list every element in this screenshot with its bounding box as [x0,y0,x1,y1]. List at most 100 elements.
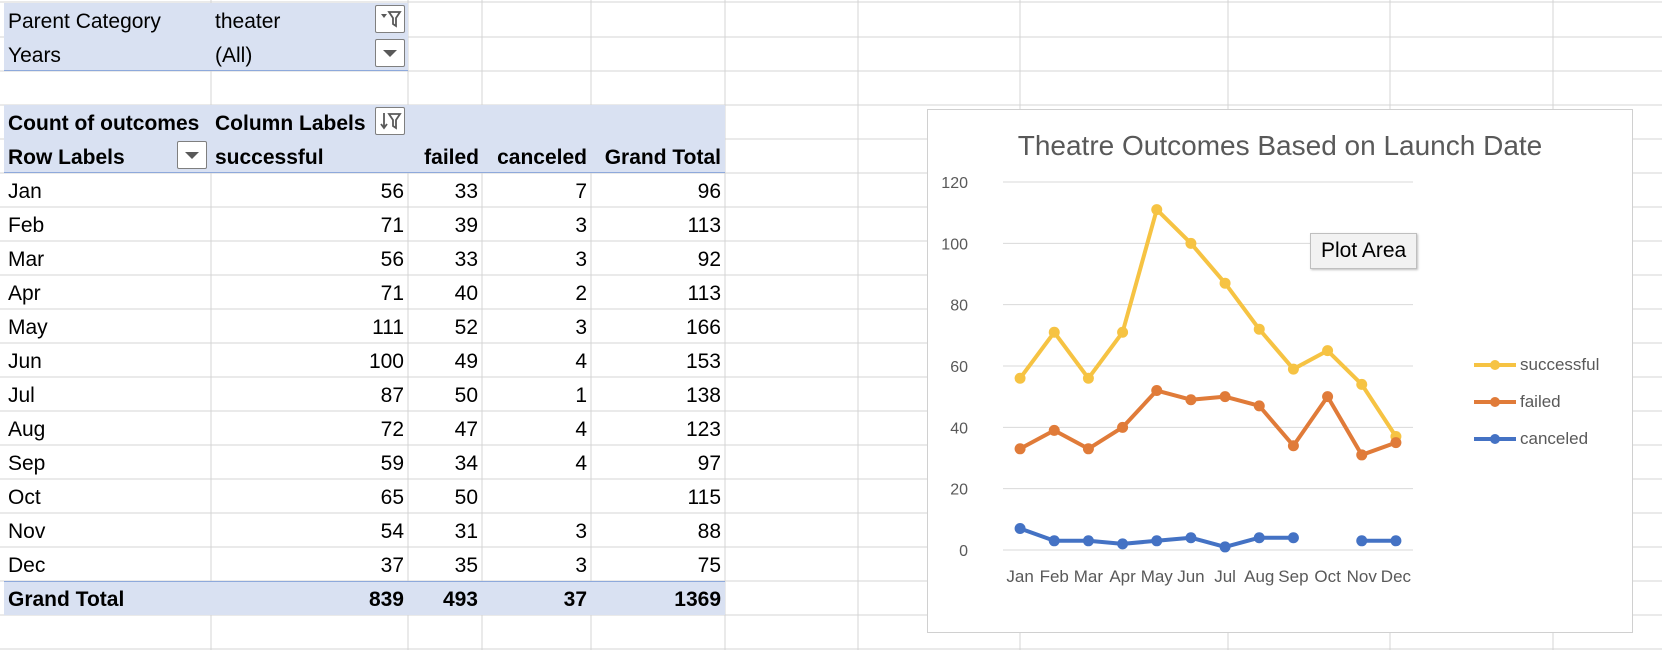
column-labels-sort-filter-button[interactable] [375,107,405,135]
cell-failed: 50 [454,486,478,509]
chart-legend: successful failed canceled [1472,346,1599,457]
years-value: (All) [215,44,253,67]
row-label: Mar [8,248,45,271]
data-point-failed [1219,391,1231,403]
cell-grand-total: 88 [697,520,721,543]
row-label: Feb [8,214,45,237]
column-header-successful: successful [215,146,324,169]
data-point-successful [1253,323,1265,335]
x-tick-label: Apr [1109,567,1136,586]
grand-total-label: Grand Total [8,588,125,611]
cell-failed: 47 [454,418,478,441]
y-tick-label: 120 [941,175,968,192]
x-tick-label: Jul [1214,567,1236,586]
x-tick-label: Jan [1006,567,1033,586]
y-tick-label: 60 [950,359,968,376]
data-point-failed [1287,440,1299,452]
data-point-canceled [1219,541,1231,553]
x-tick-label: May [1141,567,1174,586]
cell-successful: 111 [372,316,404,339]
years-filter-button[interactable] [375,39,405,67]
data-point-failed [1117,421,1129,433]
row-label: Apr [8,282,41,305]
data-point-canceled [1287,532,1299,544]
cell-successful: 56 [380,180,404,203]
data-point-canceled [1151,535,1163,547]
row-label: Aug [8,418,46,441]
cell-canceled: 3 [575,520,587,543]
grand-total-top-border [4,581,725,582]
cell-grand-total: 123 [685,418,721,441]
column-header-failed: failed [424,146,479,169]
cell-failed: 33 [454,248,478,271]
cell-canceled: 3 [575,554,587,577]
cell-canceled: 4 [575,418,587,441]
column-labels-header: Column Labels [215,112,365,135]
data-point-canceled [1185,532,1197,544]
cell-successful: 56 [380,248,404,271]
data-point-canceled [1356,535,1368,547]
cell-canceled: 1 [575,384,587,407]
series-line-successful [1018,207,1398,439]
data-point-canceled [1014,523,1026,535]
data-point-successful [1014,372,1026,384]
data-point-failed [1082,443,1094,455]
data-point-successful [1117,326,1129,338]
data-point-successful [1185,237,1197,249]
plot-area-tooltip: Plot Area [1310,233,1418,269]
parent-category-filter-button[interactable] [375,5,405,33]
dropdown-arrow-icon [383,50,397,57]
grand-total-background [4,582,725,615]
cell-canceled: 3 [575,316,587,339]
cell-successful: 54 [380,520,404,543]
x-tick-label: Nov [1347,567,1378,586]
data-point-failed [1185,394,1197,406]
legend-item-failed: failed [1472,383,1599,420]
cell-failed: 49 [454,350,478,373]
row-labels-filter-button[interactable] [177,141,207,169]
row-label: Oct [8,486,41,509]
cell-failed: 52 [454,316,478,339]
legend-label: successful [1520,354,1600,374]
cell-failed: 35 [454,554,478,577]
cell-failed: 31 [454,520,478,543]
cell-canceled: 4 [575,350,587,373]
cell-successful: 65 [380,486,404,509]
data-point-failed [1253,400,1265,412]
y-tick-label: 0 [959,543,968,560]
grand-total-canceled: 37 [563,588,587,611]
cell-successful: 37 [380,554,404,577]
cell-grand-total: 75 [697,554,721,577]
x-tick-label: Mar [1074,567,1104,586]
legend-item-canceled: canceled [1472,420,1599,457]
series-line-failed [1018,388,1398,457]
data-point-failed [1048,424,1060,436]
cell-failed: 39 [454,214,478,237]
sort-filter-icon [380,113,402,130]
x-tick-label: Dec [1381,567,1412,586]
pivot-chart[interactable]: Theatre Outcomes Based on Launch Date 0 2… [927,109,1633,633]
grand-total-successful: 839 [368,588,404,611]
dropdown-arrow-icon [185,152,199,159]
legend-marker-failed [1474,396,1516,407]
cell-canceled [482,481,587,515]
data-point-failed [1151,385,1163,397]
legend-marker-successful [1474,359,1516,370]
cell-successful: 100 [368,350,404,373]
cell-grand-total: 97 [697,452,721,475]
cell-grand-total: 113 [687,214,721,237]
cell-successful: 71 [380,214,404,237]
data-point-successful [1322,345,1334,357]
y-tick-label: 80 [950,298,968,315]
cell-canceled: 4 [575,452,587,475]
data-point-successful [1082,372,1094,384]
legend-label: canceled [1520,428,1589,448]
cell-failed: 40 [454,282,478,305]
data-point-successful [1356,378,1368,390]
cell-canceled: 3 [575,248,587,271]
pivot-header-background [4,105,725,173]
cell-failed: 33 [454,180,478,203]
x-tick-label: Feb [1040,567,1069,586]
legend-item-successful: successful [1472,346,1599,383]
y-tick-label: 20 [950,482,968,499]
